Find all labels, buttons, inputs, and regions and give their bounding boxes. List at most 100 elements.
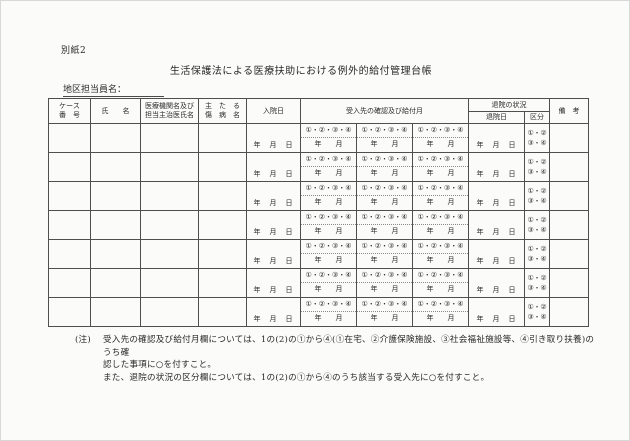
category-options-line1: ①・② — [527, 273, 547, 282]
page-title: 生活保護法による医療扶助における例外的給付管理台帳 — [169, 66, 433, 77]
receiving-month-1: 年 月 — [314, 140, 343, 149]
receiving-month-3: 年 月 — [426, 256, 455, 265]
staff-name-underline: 地区担当員名： — [63, 82, 165, 97]
cell-admission-date: 年 月 日 — [246, 239, 301, 269]
receiving-options-2: ①・②・③・④ — [357, 270, 412, 283]
ledger-row: 年 月 日 ①・②・③・④ 年 月 ①・②・③・④ 年 月 ①・②・③・④ 年 … — [48, 239, 589, 269]
ledger-table: ケース 番 号 氏 名 医療機関名及び 担当主治医氏名 主 た る 傷 病 名 … — [48, 98, 589, 327]
cell-receiving-month-2: ①・②・③・④ 年 月 — [356, 181, 413, 211]
category-options-line1: ①・② — [527, 302, 547, 311]
cell-institution — [140, 210, 199, 240]
ledger-row: 年 月 日 ①・②・③・④ 年 月 ①・②・③・④ 年 月 ①・②・③・④ 年 … — [48, 268, 589, 298]
col-header-category: 区分 — [524, 111, 550, 124]
receiving-options-3: ①・②・③・④ — [413, 299, 468, 312]
cell-receiving-month-2: ①・②・③・④ 年 月 — [356, 239, 413, 269]
cell-institution — [140, 239, 199, 269]
disease-line2: 傷 病 名 — [205, 111, 240, 119]
cell-receiving-month-2: ①・②・③・④ 年 月 — [356, 152, 413, 182]
col-header-institution: 医療機関名及び 担当主治医氏名 — [140, 98, 199, 124]
col-header-disease: 主 た る 傷 病 名 — [198, 98, 247, 124]
col-header-remarks: 備 考 — [549, 98, 589, 124]
receiving-options-3: ①・②・③・④ — [413, 125, 468, 138]
cell-name — [90, 297, 141, 327]
receiving-options-2: ①・②・③・④ — [357, 154, 412, 167]
col-header-receiving: 受入先の確認及び給付月 — [300, 98, 469, 124]
attachment-label: 別紙2 — [61, 46, 87, 56]
receiving-month-1: 年 月 — [314, 227, 343, 236]
receiving-month-2: 年 月 — [370, 285, 399, 294]
receiving-options-2: ①・②・③・④ — [357, 241, 412, 254]
cell-admission-date: 年 月 日 — [246, 123, 301, 153]
category-options-line2: ③・④ — [527, 284, 547, 292]
cell-name — [90, 268, 141, 298]
ledger-row: 年 月 日 ①・②・③・④ 年 月 ①・②・③・④ 年 月 ①・②・③・④ 年 … — [48, 297, 589, 327]
category-options-line1: ①・② — [527, 215, 547, 224]
receiving-month-3: 年 月 — [426, 140, 455, 149]
cell-disease — [198, 239, 247, 269]
cell-receiving-month-3: ①・②・③・④ 年 月 — [412, 239, 469, 269]
receiving-month-3: 年 月 — [426, 285, 455, 294]
cell-name — [90, 123, 141, 153]
cell-receiving-month-1: ①・②・③・④ 年 月 — [300, 210, 357, 240]
cell-case-number — [48, 123, 91, 153]
footnotes: (注) 受入先の確認及び給付月欄については、1の(2)の①から④(①在宅、②介護… — [75, 334, 595, 384]
receiving-month-3: 年 月 — [426, 169, 455, 178]
receiving-month-2: 年 月 — [370, 227, 399, 236]
cell-receiving-month-1: ①・②・③・④ 年 月 — [300, 181, 357, 211]
cell-receiving-month-1: ①・②・③・④ 年 月 — [300, 239, 357, 269]
cell-receiving-month-3: ①・②・③・④ 年 月 — [412, 152, 469, 182]
cell-admission-date: 年 月 日 — [246, 181, 301, 211]
category-options-line2: ③・④ — [527, 139, 547, 147]
receiving-options-3: ①・②・③・④ — [413, 241, 468, 254]
cell-admission-date: 年 月 日 — [246, 268, 301, 298]
case-number-line1: ケース — [59, 102, 80, 111]
receiving-month-2: 年 月 — [370, 314, 399, 323]
cell-receiving-month-1: ①・②・③・④ 年 月 — [300, 268, 357, 298]
disease-line1: 主 た る — [205, 102, 240, 111]
cell-admission-date: 年 月 日 — [246, 297, 301, 327]
receiving-options-1: ①・②・③・④ — [301, 212, 356, 225]
receiving-options-2: ①・②・③・④ — [357, 183, 412, 196]
institution-line2: 担当主治医氏名 — [145, 111, 194, 119]
cell-admission-date: 年 月 日 — [246, 210, 301, 240]
cell-case-number — [48, 239, 91, 269]
cell-institution — [140, 268, 199, 298]
footnote-line-2: 認した事項に○を付すこと。 — [103, 360, 217, 371]
cell-category: ①・② ③・④ — [524, 239, 550, 269]
footnote-marker: (注) — [75, 335, 91, 345]
cell-discharge-date: 年 月 日 — [468, 239, 525, 269]
category-options-line2: ③・④ — [527, 313, 547, 321]
category-options-line1: ①・② — [527, 244, 547, 253]
cell-name — [90, 239, 141, 269]
receiving-options-3: ①・②・③・④ — [413, 154, 468, 167]
cell-receiving-month-2: ①・②・③・④ 年 月 — [356, 268, 413, 298]
receiving-options-1: ①・②・③・④ — [301, 299, 356, 312]
cell-name — [90, 210, 141, 240]
cell-receiving-month-1: ①・②・③・④ 年 月 — [300, 123, 357, 153]
receiving-options-3: ①・②・③・④ — [413, 183, 468, 196]
cell-remarks — [549, 181, 589, 211]
cell-disease — [198, 181, 247, 211]
ledger-body: 年 月 日 ①・②・③・④ 年 月 ①・②・③・④ 年 月 ①・②・③・④ 年 … — [48, 123, 589, 327]
receiving-month-1: 年 月 — [314, 314, 343, 323]
footnote-line-3: また、退院の状況の区分欄については、1の(2)の①から④のうち該当する受入先に○… — [103, 372, 490, 383]
receiving-month-1: 年 月 — [314, 256, 343, 265]
category-options-line1: ①・② — [527, 186, 547, 195]
cell-disease — [198, 123, 247, 153]
cell-disease — [198, 152, 247, 182]
receiving-month-3: 年 月 — [426, 227, 455, 236]
cell-receiving-month-2: ①・②・③・④ 年 月 — [356, 210, 413, 240]
receiving-month-1: 年 月 — [314, 285, 343, 294]
cell-receiving-month-3: ①・②・③・④ 年 月 — [412, 123, 469, 153]
cell-remarks — [549, 268, 589, 298]
cell-case-number — [48, 210, 91, 240]
staff-name-label: 地区担当員名： — [63, 85, 127, 95]
receiving-options-2: ①・②・③・④ — [357, 212, 412, 225]
receiving-month-1: 年 月 — [314, 198, 343, 207]
receiving-options-1: ①・②・③・④ — [301, 125, 356, 138]
receiving-month-1: 年 月 — [314, 169, 343, 178]
receiving-options-2: ①・②・③・④ — [357, 299, 412, 312]
cell-case-number — [48, 152, 91, 182]
cell-discharge-date: 年 月 日 — [468, 297, 525, 327]
